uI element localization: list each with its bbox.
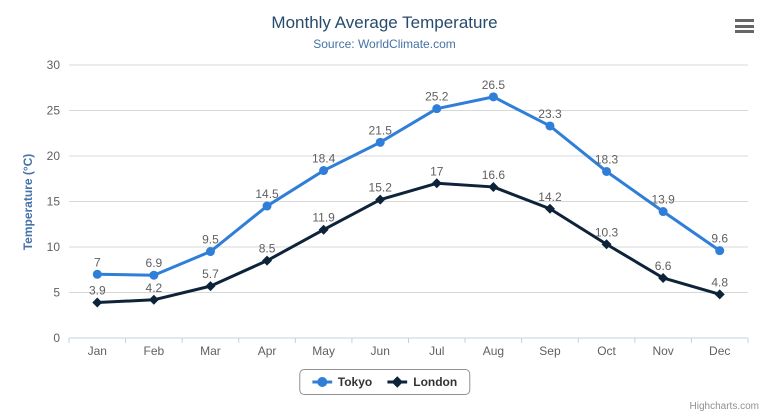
y-axis-tick-label: 10 [47,240,61,254]
x-axis-category-label: Sep [539,344,561,358]
data-label-london: 3.9 [89,284,106,298]
data-label-tokyo: 26.5 [482,78,506,92]
london-line-series [97,181,721,305]
data-label-tokyo: 13.9 [651,193,675,207]
credits-link[interactable]: Highcharts.com [689,401,759,412]
data-label-tokyo: 9.5 [202,233,219,247]
legend-label-tokyo: Tokyo [337,375,373,389]
london-point-marker[interactable] [375,194,386,205]
data-label-tokyo: 6.9 [146,256,163,270]
tokyo-point-marker[interactable] [149,270,159,280]
data-label-london: 11.9 [312,211,335,225]
tokyo-point-marker[interactable] [432,104,442,114]
london-point-marker[interactable] [714,289,725,300]
london-point-marker[interactable] [488,181,499,192]
legend: Tokyo London [298,369,471,395]
tokyo-point-marker[interactable] [375,137,385,147]
y-axis-tick-label: 30 [47,58,61,72]
y-axis-tick-label: 25 [47,104,61,118]
tokyo-point-marker[interactable] [715,246,725,256]
chart-title: Monthly Average Temperature [271,13,498,32]
export-menu-button[interactable] [735,19,754,33]
x-axis-category-label: Apr [258,344,277,358]
x-axis-category-label: May [312,344,335,358]
data-label-london: 14.2 [538,190,562,204]
x-axis-category-label: Mar [200,344,221,358]
x-axis-category-label: Jul [429,344,444,358]
hamburger-menu-icon [735,30,754,33]
london-legend-marker-icon [387,376,408,388]
tokyo-point-marker[interactable] [205,247,215,257]
data-label-tokyo: 18.4 [312,152,336,166]
data-label-tokyo: 14.5 [255,187,279,201]
hamburger-menu-icon [735,19,754,22]
data-label-london: 6.6 [655,259,672,273]
x-axis-category-label: Nov [652,344,673,358]
data-label-tokyo: 9.6 [711,232,728,246]
legend-label-london: London [413,375,458,389]
legend-item-london[interactable]: London [387,375,457,389]
london-point-marker[interactable] [658,272,669,283]
london-point-marker[interactable] [431,178,442,189]
tokyo-point-marker[interactable] [658,207,668,217]
tokyo-point-marker[interactable] [488,92,498,102]
tokyo-point-marker[interactable] [545,121,555,131]
data-label-london: 10.3 [595,225,619,239]
y-axis-tick-label: 5 [53,286,60,300]
data-label-tokyo: 25.2 [425,90,449,104]
tokyo-point-marker[interactable] [262,201,272,211]
hamburger-menu-icon [735,24,754,28]
y-axis-tick-label: 20 [47,149,61,163]
london-point-marker[interactable] [92,297,103,308]
data-label-london: 15.2 [369,181,393,195]
data-label-london: 4.8 [711,275,728,289]
london-point-marker[interactable] [544,203,555,214]
data-label-tokyo: 7 [94,255,101,269]
x-axis-category-label: Oct [597,344,616,358]
london-point-marker[interactable] [205,281,216,292]
y-axis-tick-label: 0 [53,331,60,345]
tokyo-line-series [97,95,721,277]
legend-item-tokyo[interactable]: Tokyo [311,375,373,389]
tokyo-legend-marker-icon [311,377,332,387]
data-label-tokyo: 23.3 [538,107,562,121]
data-label-london: 4.2 [146,281,163,295]
tokyo-point-marker[interactable] [319,166,329,176]
tokyo-point-marker[interactable] [92,269,102,279]
data-label-london: 8.5 [259,242,276,256]
chart-subtitle: Source: WorldClimate.com [313,37,456,51]
x-axis-category-label: Feb [144,344,165,358]
data-label-london: 16.6 [482,168,506,182]
x-axis-category-label: Dec [709,344,730,358]
x-axis-category-label: Jun [371,344,390,358]
data-label-tokyo: 21.5 [369,123,393,137]
data-label-london: 17 [430,164,444,178]
london-point-marker[interactable] [601,239,612,250]
tokyo-point-marker[interactable] [602,166,612,176]
london-point-marker[interactable] [318,224,329,235]
data-label-tokyo: 18.3 [595,152,619,166]
y-axis-tick-label: 15 [47,195,61,209]
x-axis-category-label: Aug [483,344,504,358]
london-point-marker[interactable] [148,294,159,305]
london-point-marker[interactable] [262,255,273,266]
x-axis-category-label: Jan [88,344,107,358]
data-label-london: 5.7 [202,267,219,281]
